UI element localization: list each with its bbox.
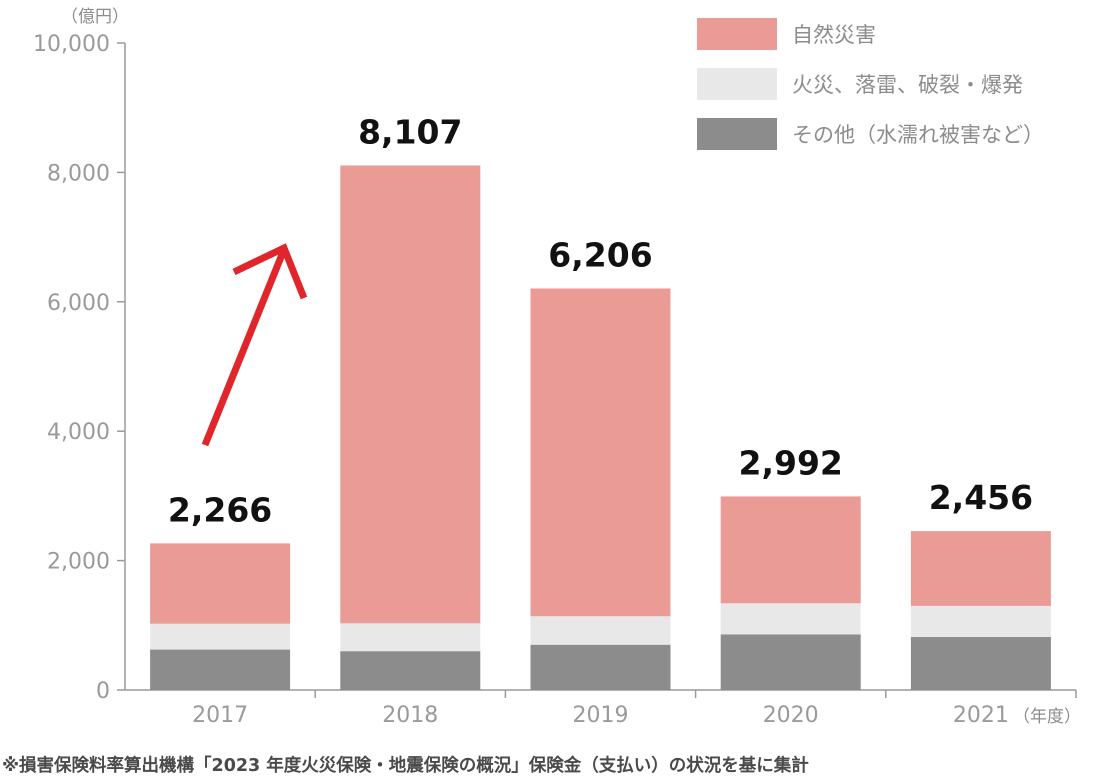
trend-arrow [201,243,308,447]
y-tick-label: 0 [96,679,110,704]
bars [150,165,1051,690]
x-category-label: 2021 [953,703,1009,728]
category-labels: 2017 2018 2019 2020 2021 [192,703,1009,728]
bar-segment [150,649,291,690]
bar-segment [910,531,1051,606]
bar-segment [150,623,291,650]
bar-segment [340,165,481,624]
y-tick-label: 4,000 [47,420,110,445]
bar-total-label: 2,456 [929,478,1033,517]
legend-label: その他（水濡れ被害など） [792,123,1044,147]
legend-label: 自然災害 [792,23,876,47]
x-category-label: 2017 [192,703,248,728]
bar-segment [910,636,1051,690]
x-unit-label: （年度） [1013,707,1081,727]
legend-swatch [697,118,777,150]
y-tick-label: 2,000 [47,550,110,575]
bar-segment [340,623,481,652]
bar-segment [530,644,671,690]
bar-segment [340,651,481,690]
y-tick-label: 8,000 [47,161,110,186]
bar-total-label: 8,107 [358,112,462,151]
legend-swatch [697,18,777,50]
x-category-label: 2018 [382,703,438,728]
y-ticks: 0 2,000 4,000 6,000 8,000 10,000 [33,32,125,704]
trend-arrow-shaft [201,250,287,447]
trend-arrow-head [232,243,308,300]
bar-segment [720,634,861,690]
bar-total-label: 6,206 [548,235,652,274]
bar-total-label: 2,266 [168,490,272,529]
legend-label: 火災、落雷、破裂・爆発 [792,73,1023,97]
bar-segment [530,288,671,617]
bar-segment [720,496,861,604]
y-tick-label: 6,000 [47,291,110,316]
x-ticks [314,690,1077,698]
bar-segment [150,543,291,624]
y-tick-label: 10,000 [33,32,110,57]
x-category-label: 2020 [763,703,819,728]
source-note: ※損害保険料率算出機構「2023 年度火災保険・地震保険の概況」保険金（支払い）… [2,755,809,776]
x-category-label: 2019 [573,703,629,728]
bar-segment [720,603,861,635]
bar-segment [910,605,1051,637]
legend-swatch [697,68,777,100]
total-labels: 2,266 8,107 6,206 2,992 2,456 [168,112,1033,529]
y-unit-label: （億円） [61,7,129,27]
bar-segment [530,616,671,645]
bar-total-label: 2,992 [739,443,843,482]
